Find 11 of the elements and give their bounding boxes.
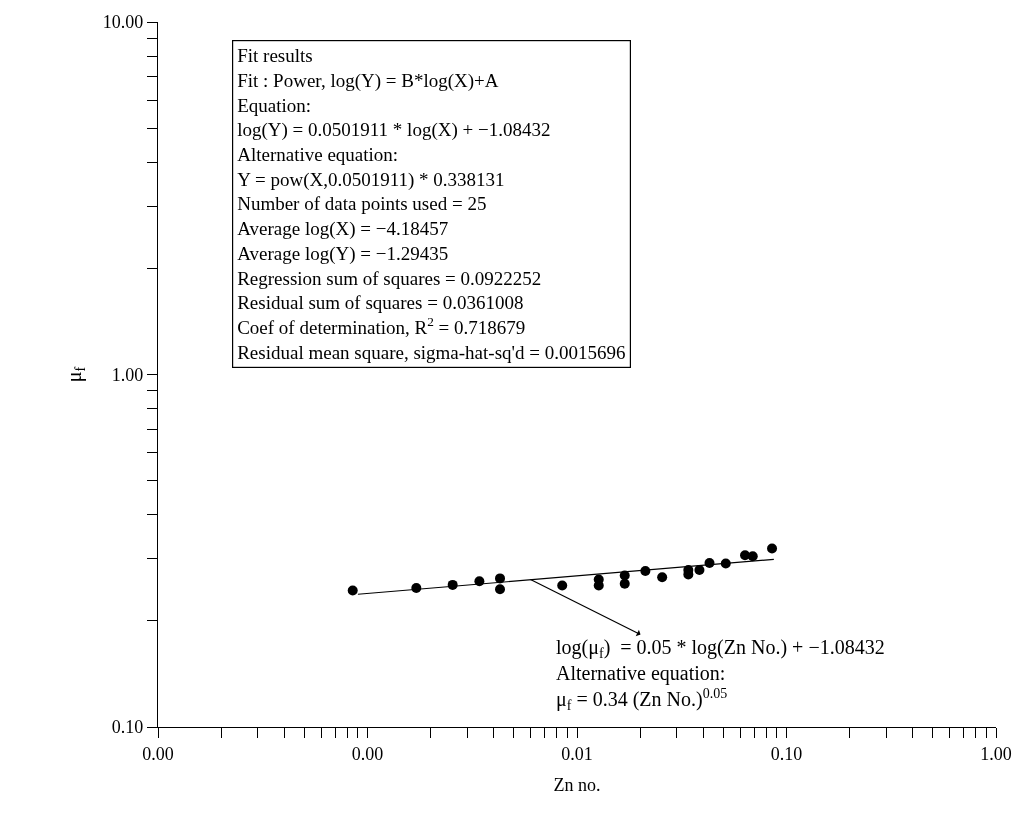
x-axis-title: Zn no. bbox=[553, 774, 601, 795]
y-tick-label: 1.00 bbox=[111, 364, 144, 385]
text: Fit results Fit : Power, log(Y) = B*log(X)+A Equation: log(Y) = 0.0501911 * log(X) + −1.08432 Alternative equation: Y = pow(X,0.0501911) * 0.338131 Number of data points used = 25 Average log(X) = −4.18457 Average log(Y) = −1.29435 Regression sum of squares = 0.0922252 Residual sum of squares = 0.0361008 Coef of determination, R$^{2}$ = 0.718679 Residual mean square, sigma-hat-sq'd = 0.0015696 bbox=[237, 45, 626, 363]
y-tick-label: 10.00 bbox=[102, 12, 144, 33]
x-tick-label: 0.01 bbox=[561, 743, 593, 764]
x-tick-label: 0.00 bbox=[142, 743, 174, 764]
y-tick-label: 0.10 bbox=[111, 717, 144, 738]
x-tick-label: 1.00 bbox=[980, 743, 1012, 764]
x-tick-label: 0.00 bbox=[351, 743, 384, 764]
x-tick-label: 0.10 bbox=[770, 743, 803, 764]
annotation: log(μ$_{f}$) = 0.05 * log(Zn No.) + −1.08432 Alternative equation: μ$_{f}$ = 0.34 (Zn No.)$^{0.05}$ bbox=[556, 636, 885, 714]
